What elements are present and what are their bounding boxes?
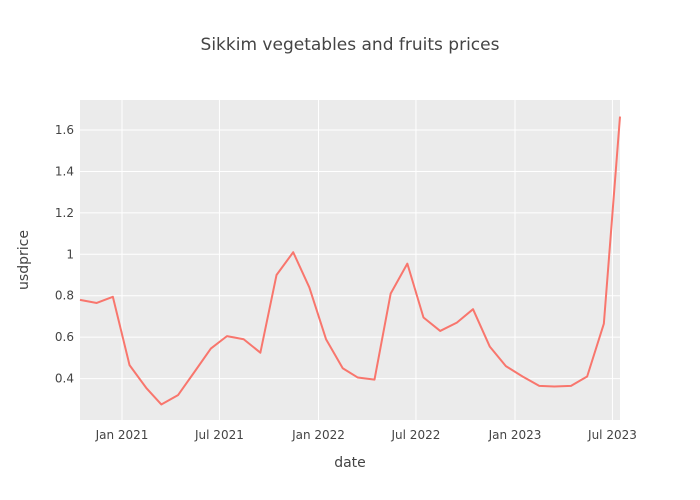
y-tick-label: 0.4 — [55, 372, 74, 386]
gridlines — [80, 100, 620, 420]
plot-area — [80, 100, 620, 420]
y-axis-label: usdprice — [16, 230, 32, 290]
series-group — [79, 116, 621, 406]
x-tick-label: Jul 2022 — [391, 428, 441, 442]
x-axis-ticks: Jan 2021 Jul 2021 Jan 2022 Jul 2022 Jan 2023… — [95, 428, 637, 442]
x-tick-label: Jan 2022 — [291, 428, 345, 442]
x-tick-label: Jan 2021 — [95, 428, 149, 442]
y-axis-ticks: 0.4 0.6 0.8 1 1.2 1.4 1.6 — [55, 123, 74, 386]
x-tick-label: Jan 2023 — [488, 428, 542, 442]
y-tick-label: 1.2 — [55, 206, 74, 220]
y-tick-label: 1 — [66, 247, 74, 261]
x-tick-label: Jul 2021 — [194, 428, 244, 442]
y-tick-label: 1.4 — [55, 164, 74, 178]
series-line — [79, 116, 621, 406]
y-tick-label: 0.6 — [55, 330, 74, 344]
y-tick-label: 1.6 — [55, 123, 74, 137]
y-tick-label: 0.8 — [55, 289, 74, 303]
chart-title: Sikkim vegetables and fruits prices — [201, 35, 500, 55]
x-axis-label: date — [334, 455, 366, 471]
x-tick-label: Jul 2023 — [587, 428, 637, 442]
